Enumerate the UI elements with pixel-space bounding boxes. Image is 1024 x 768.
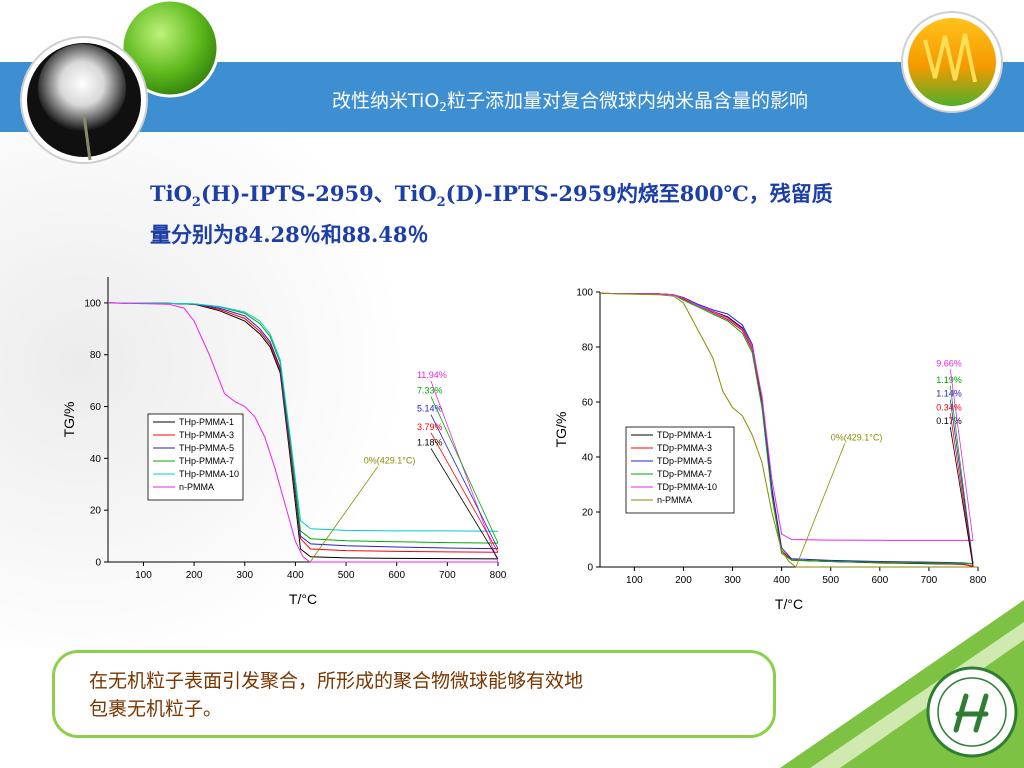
- x-tick-label: 200: [675, 575, 692, 586]
- series-line-4: [599, 292, 974, 541]
- legend-label: THp-PMMA-3: [179, 430, 234, 440]
- y-tick-label: 20: [582, 508, 594, 519]
- y-tick-label: 0: [587, 563, 593, 574]
- x-tick-label: 400: [773, 575, 790, 586]
- legend-label: TDp-PMMA-7: [657, 469, 712, 479]
- conclusion-callout: 在无机粒子表面引发聚合，所形成的聚合物微球能够有效地 包裹无机粒子。: [52, 650, 776, 738]
- y-tick-label: 60: [90, 402, 102, 413]
- background-shade: [0, 130, 540, 650]
- legend-label: TDp-PMMA-3: [657, 443, 712, 453]
- y-tick-label: 60: [582, 398, 594, 409]
- legend-box: [147, 413, 244, 501]
- legend-label: THp-PMMA-1: [179, 417, 234, 427]
- annotation-label: 11.94%: [417, 370, 447, 380]
- y-axis-title: TG/%: [553, 412, 569, 448]
- annotation-label: 0.17%: [936, 416, 962, 426]
- x-tick-label: 800: [490, 570, 507, 581]
- annotation-label: 3.79%: [417, 422, 443, 432]
- legend: TDp-PMMA-1 TDp-PMMA-3 TDp-PMMA-5 TDp-PMMA-7…: [625, 426, 735, 514]
- y-tick-label: 100: [84, 298, 101, 309]
- legend: THp-PMMA-1 THp-PMMA-3 THp-PMMA-5 THp-PMMA-7…: [147, 413, 244, 501]
- page-title: 改性纳米TiO2粒子添加量对复合微球内纳米晶含量的影响: [332, 90, 808, 114]
- x-tick-label: 500: [822, 575, 839, 586]
- corner-light-stripe: [810, 622, 1024, 768]
- annotation-label: 7.33%: [417, 386, 443, 396]
- y-tick-label: 0: [95, 558, 101, 569]
- legend-label: THp-PMMA-5: [179, 443, 234, 453]
- annotation-leader: [309, 466, 379, 563]
- x-tick-label: 200: [186, 570, 203, 581]
- x-axis-title: T/°C: [289, 591, 317, 607]
- annotation-label: 0%(429.1°C): [364, 456, 416, 466]
- green-sphere-decoration: [120, 0, 220, 98]
- university-logo: [926, 666, 1018, 758]
- series-line-3: [599, 292, 974, 565]
- tga-chart-thp: 100 200 300 400 500 600 700 800 0 20 40 60 80 100 T/°C…: [61, 277, 507, 607]
- legend-label: TDp-PMMA-1: [657, 430, 712, 440]
- callout-line-1: 在无机粒子表面引发聚合，所形成的聚合物微球能够有效地: [89, 670, 584, 692]
- series-line-4: [107, 302, 499, 532]
- x-tick-label: 800: [970, 575, 987, 586]
- x-tick-label: 100: [135, 570, 152, 581]
- annotation-leader: [430, 432, 499, 553]
- x-tick-label: 600: [388, 570, 405, 581]
- y-axis-title: TG/%: [61, 402, 77, 438]
- subtitle-line-1: TiO2(H)-IPTS-2959、TiO2(D)-IPTS-2959灼烧至80…: [150, 181, 833, 211]
- x-axis-title: T/°C: [775, 596, 803, 612]
- y-tick-label: 80: [90, 350, 102, 361]
- annotation-leader: [430, 396, 499, 544]
- annotation-label: 5.14%: [417, 404, 443, 414]
- tga-chart-tdp: 100 200 300 400 500 600 700 800 0 20 40 60 80 100 T/°C…: [553, 288, 987, 613]
- legend-label: THp-PMMA-10: [179, 469, 239, 479]
- annotation-label: 1.18%: [417, 437, 443, 447]
- x-tick-label: 600: [871, 575, 888, 586]
- legend-label: n-PMMA: [179, 482, 214, 492]
- x-tick-label: 300: [236, 570, 253, 581]
- x-tick-label: 400: [287, 570, 304, 581]
- series-line-2: [107, 302, 499, 550]
- callout-text: 在无机粒子表面引发聚合，所形成的聚合物微球能够有效地 包裹无机粒子。: [89, 667, 759, 723]
- annotation-label: 9.66%: [936, 358, 962, 368]
- annotation-leader: [949, 426, 974, 567]
- series-line-5: [107, 302, 498, 563]
- x-tick-label: 500: [338, 570, 355, 581]
- subtitle-line-2: 量分别为84.28％和88.48％: [150, 222, 429, 248]
- x-tick-label: 300: [724, 575, 741, 586]
- annotation-leader: [430, 414, 499, 549]
- y-tick-label: 80: [582, 343, 594, 354]
- dandelion-photo-icon: [20, 36, 148, 164]
- x-tick-label: 700: [439, 570, 456, 581]
- annotation-leader: [949, 369, 974, 541]
- annotation-label: 0.34%: [936, 402, 962, 412]
- y-tick-label: 20: [90, 506, 102, 517]
- x-tick-label: 700: [921, 575, 938, 586]
- series-line-5: [599, 292, 978, 568]
- x-tick-label: 100: [626, 575, 643, 586]
- annotation-leader: [795, 443, 846, 568]
- annotation-leader: [949, 413, 974, 567]
- callout-line-2: 包裹无机粒子。: [89, 698, 223, 720]
- annotation-label: 1.14%: [936, 389, 962, 399]
- legend-label: TDp-PMMA-5: [657, 456, 712, 466]
- annotation-label: 0%(429.1°C): [831, 433, 883, 443]
- y-tick-label: 40: [582, 453, 594, 464]
- tulip-photo-icon: [901, 11, 1003, 113]
- legend-label: n-PMMA: [657, 495, 692, 505]
- subtitle: TiO2(H)-IPTS-2959、TiO2(D)-IPTS-2959灼烧至80…: [150, 178, 950, 251]
- annotation-leader: [430, 448, 499, 560]
- annotation-label: 1.19%: [936, 375, 962, 385]
- y-tick-label: 100: [576, 288, 593, 299]
- annotation-leader: [949, 399, 974, 564]
- legend-box: [625, 426, 735, 514]
- legend-label: THp-PMMA-7: [179, 456, 234, 466]
- y-tick-label: 40: [90, 454, 102, 465]
- legend-label: TDp-PMMA-10: [657, 482, 717, 492]
